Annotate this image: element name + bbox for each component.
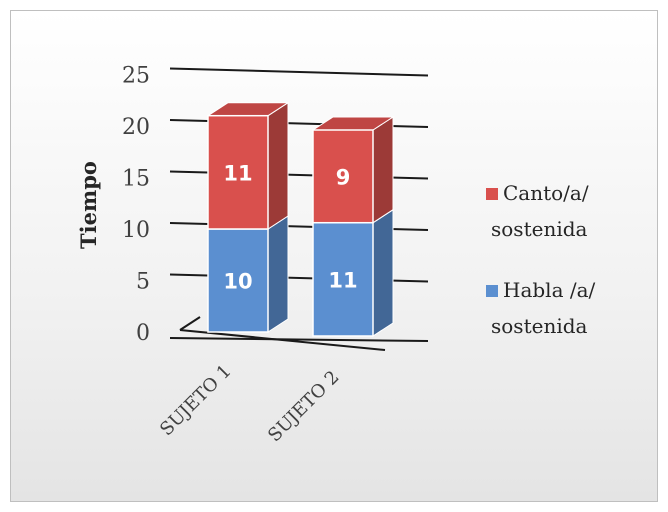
y-tick-label: 0 — [136, 321, 150, 346]
bar-side-face — [267, 101, 289, 230]
bar-side-face — [372, 208, 394, 337]
bar-segment — [207, 228, 269, 333]
y-tick-label: 10 — [122, 218, 150, 243]
data-label: 9 — [336, 165, 351, 189]
data-label: 11 — [223, 161, 252, 185]
x-category-label: SUJETO 2 — [264, 367, 343, 446]
legend-label: sostenida — [491, 217, 588, 241]
x-category-labels: SUJETO 1 SUJETO 2 — [156, 361, 343, 446]
legend-swatch — [486, 285, 498, 297]
floor-line — [179, 329, 386, 351]
y-tick-label: 5 — [136, 270, 150, 295]
legend-label: Canto/a/ — [503, 181, 589, 205]
legend-label: sostenida — [491, 314, 588, 338]
gridline — [169, 67, 429, 77]
y-axis-title: Tiempo — [76, 161, 101, 249]
gridline — [169, 337, 429, 342]
y-tick-label: 15 — [122, 167, 150, 192]
data-label: 11 — [328, 268, 357, 292]
bar-side-face — [267, 215, 289, 333]
legend: Canto/a/sostenida Habla /a/sostenida — [486, 181, 596, 338]
bars: 10 11 11 9 — [206, 101, 395, 337]
bar-segment — [207, 114, 269, 230]
floor-edge — [179, 316, 201, 331]
bar-side-face — [372, 116, 394, 224]
x-category-label: SUJETO 1 — [156, 361, 235, 440]
data-label: 10 — [223, 270, 252, 294]
y-tick-labels: 0 5 10 15 20 25 — [122, 64, 150, 347]
y-tick-label: 20 — [122, 115, 150, 140]
bar-segment — [312, 221, 374, 337]
legend-label: Habla /a/ — [503, 278, 596, 302]
y-tick-label: 25 — [122, 64, 150, 89]
legend-swatch — [486, 188, 498, 200]
bar-segment — [312, 129, 374, 224]
